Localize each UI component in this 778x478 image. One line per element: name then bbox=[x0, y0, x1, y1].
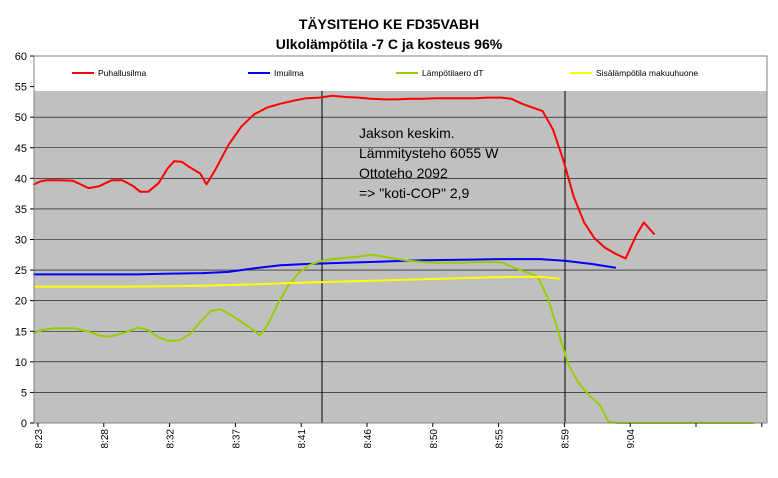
y-tick-label: 10 bbox=[15, 357, 27, 369]
x-tick-label: 8:46 bbox=[363, 429, 374, 449]
annotation-line: => "koti-COP" 2,9 bbox=[359, 185, 470, 201]
y-tick-label: 0 bbox=[21, 418, 27, 430]
x-tick-label: 8:50 bbox=[429, 429, 440, 449]
y-tick-label: 45 bbox=[15, 143, 27, 155]
x-tick-label: 9:04 bbox=[626, 429, 637, 449]
y-tick-label: 25 bbox=[15, 265, 27, 277]
x-tick-label: 8:37 bbox=[231, 429, 242, 449]
chart-title: TÄYSITEHO KE FD35VABH bbox=[298, 16, 480, 32]
legend-label: Sisälämpötila makuuhuone bbox=[596, 68, 698, 78]
annotation-line: Jakson keskim. bbox=[359, 125, 455, 141]
grid-layer bbox=[34, 116, 767, 393]
x-tick-label: 8:23 bbox=[34, 429, 45, 449]
plot-area-grey bbox=[34, 91, 767, 423]
x-tick-label: 8:32 bbox=[166, 429, 177, 449]
annotation: Jakson keskim. Lämmitysteho 6055 W Ottoteh… bbox=[359, 125, 499, 201]
y-tick-label: 20 bbox=[15, 296, 27, 308]
x-tick-label: 8:59 bbox=[560, 429, 571, 449]
x-tick-label: 8:41 bbox=[297, 429, 308, 449]
y-tick-label: 55 bbox=[15, 82, 27, 94]
series-line bbox=[33, 258, 617, 276]
y-tick-label: 35 bbox=[15, 204, 27, 216]
series-line bbox=[33, 275, 561, 288]
y-tick-label: 15 bbox=[15, 326, 27, 338]
y-tick-label: 60 bbox=[15, 51, 27, 63]
series-layer bbox=[33, 94, 755, 424]
legend-label: Imuilma bbox=[274, 68, 304, 78]
annotation-line: Ottoteho 2092 bbox=[359, 165, 448, 181]
legend-label: Lämpötilaero dT bbox=[422, 68, 483, 78]
series-line bbox=[33, 253, 755, 424]
legend: Puhallusilma Imuilma Lämpötilaero dT Sisälä… bbox=[72, 68, 698, 78]
y-tick-label: 50 bbox=[15, 112, 27, 124]
x-tick-label: 8:28 bbox=[100, 429, 111, 449]
chart-subtitle: Ulkolämpötila -7 C ja kosteus 96% bbox=[275, 36, 503, 52]
series-line bbox=[33, 94, 656, 260]
legend-label: Puhallusilma bbox=[98, 68, 146, 78]
period-separators bbox=[321, 91, 566, 423]
y-tick-label: 30 bbox=[15, 235, 27, 247]
y-tick-label: 5 bbox=[21, 387, 27, 399]
annotation-line: Lämmitysteho 6055 W bbox=[359, 145, 499, 161]
y-tick-label: 40 bbox=[15, 173, 27, 185]
axis-layer: 0 5 10 15 20 25 30 35 40 45 50 55 60 8:23 8:28 8:32 8:37… bbox=[15, 51, 763, 449]
x-tick-label: 8:55 bbox=[495, 429, 506, 449]
